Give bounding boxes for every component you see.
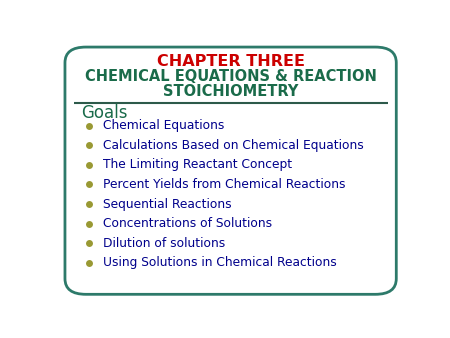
Text: Chemical Equations: Chemical Equations: [104, 119, 225, 132]
Text: Dilution of solutions: Dilution of solutions: [104, 237, 225, 249]
Text: Percent Yields from Chemical Reactions: Percent Yields from Chemical Reactions: [104, 178, 346, 191]
FancyBboxPatch shape: [65, 47, 396, 294]
Text: CHAPTER THREE: CHAPTER THREE: [157, 54, 305, 69]
Text: Using Solutions in Chemical Reactions: Using Solutions in Chemical Reactions: [104, 256, 337, 269]
Text: CHEMICAL EQUATIONS & REACTION: CHEMICAL EQUATIONS & REACTION: [85, 70, 377, 84]
Text: Calculations Based on Chemical Equations: Calculations Based on Chemical Equations: [104, 139, 364, 152]
Text: Concentrations of Solutions: Concentrations of Solutions: [104, 217, 272, 230]
Text: The Limiting Reactant Concept: The Limiting Reactant Concept: [104, 159, 292, 171]
Text: STOICHIOMETRY: STOICHIOMETRY: [163, 84, 298, 99]
Text: Goals: Goals: [81, 104, 127, 122]
Text: Sequential Reactions: Sequential Reactions: [104, 197, 232, 211]
